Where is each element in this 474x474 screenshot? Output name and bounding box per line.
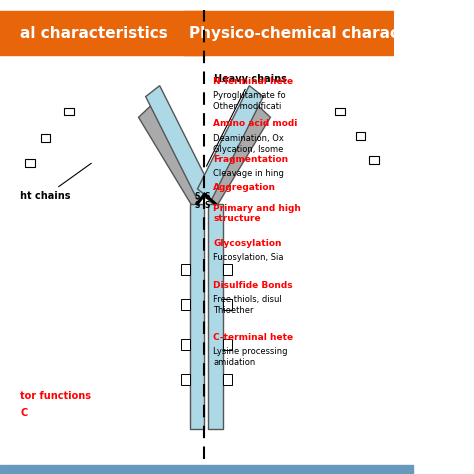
- Bar: [222, 300, 231, 310]
- Polygon shape: [204, 106, 270, 207]
- Text: Aggregation: Aggregation: [213, 182, 276, 191]
- Polygon shape: [138, 106, 205, 207]
- Bar: [181, 374, 190, 385]
- Bar: [184, 11, 413, 55]
- Bar: [181, 300, 190, 310]
- Text: S: S: [204, 192, 210, 201]
- Bar: [181, 264, 190, 274]
- Text: Cleavage in hing: Cleavage in hing: [213, 169, 284, 178]
- Bar: [369, 156, 379, 164]
- Text: Pyroglutamate fo
Other modificati: Pyroglutamate fo Other modificati: [213, 91, 286, 111]
- Bar: [222, 339, 231, 349]
- Text: Primary and high
structure: Primary and high structure: [213, 204, 301, 223]
- Text: S: S: [204, 201, 210, 210]
- Text: al characteristics: al characteristics: [20, 26, 168, 41]
- Text: S: S: [194, 192, 200, 201]
- Bar: [190, 204, 204, 428]
- Bar: [222, 374, 231, 385]
- Bar: [356, 132, 365, 140]
- Text: Fragmentation: Fragmentation: [213, 155, 288, 164]
- Text: Physico-chemical characteristics: Physico-chemical characteristics: [190, 26, 469, 41]
- Text: Deamination, Ox
Glycation, Isome: Deamination, Ox Glycation, Isome: [213, 134, 284, 154]
- Text: Fucosylation, Sia: Fucosylation, Sia: [213, 253, 283, 262]
- Polygon shape: [146, 86, 211, 200]
- Text: Glycosylation: Glycosylation: [213, 239, 282, 248]
- Bar: [0, 11, 206, 55]
- Bar: [181, 339, 190, 349]
- Bar: [335, 108, 345, 115]
- Text: Free thiols, disul
Thioether: Free thiols, disul Thioether: [213, 295, 282, 315]
- Text: tor functions: tor functions: [20, 391, 91, 401]
- Bar: [208, 204, 222, 428]
- Bar: [25, 159, 35, 167]
- Text: Heavy chains: Heavy chains: [207, 74, 287, 166]
- Text: N-Terminal hete: N-Terminal hete: [213, 77, 293, 86]
- Bar: [64, 108, 74, 115]
- Polygon shape: [198, 86, 263, 200]
- Text: Disulfide Bonds: Disulfide Bonds: [213, 281, 293, 290]
- Text: Lysine processing
amidation: Lysine processing amidation: [213, 346, 288, 367]
- Text: C: C: [20, 408, 27, 418]
- Bar: [0, 465, 413, 474]
- Bar: [41, 135, 50, 142]
- Bar: [222, 264, 231, 274]
- Text: ht chains: ht chains: [20, 163, 91, 201]
- Text: Amino acid modi: Amino acid modi: [213, 119, 298, 128]
- Text: S: S: [194, 201, 200, 210]
- Text: C-terminal hete: C-terminal hete: [213, 333, 293, 342]
